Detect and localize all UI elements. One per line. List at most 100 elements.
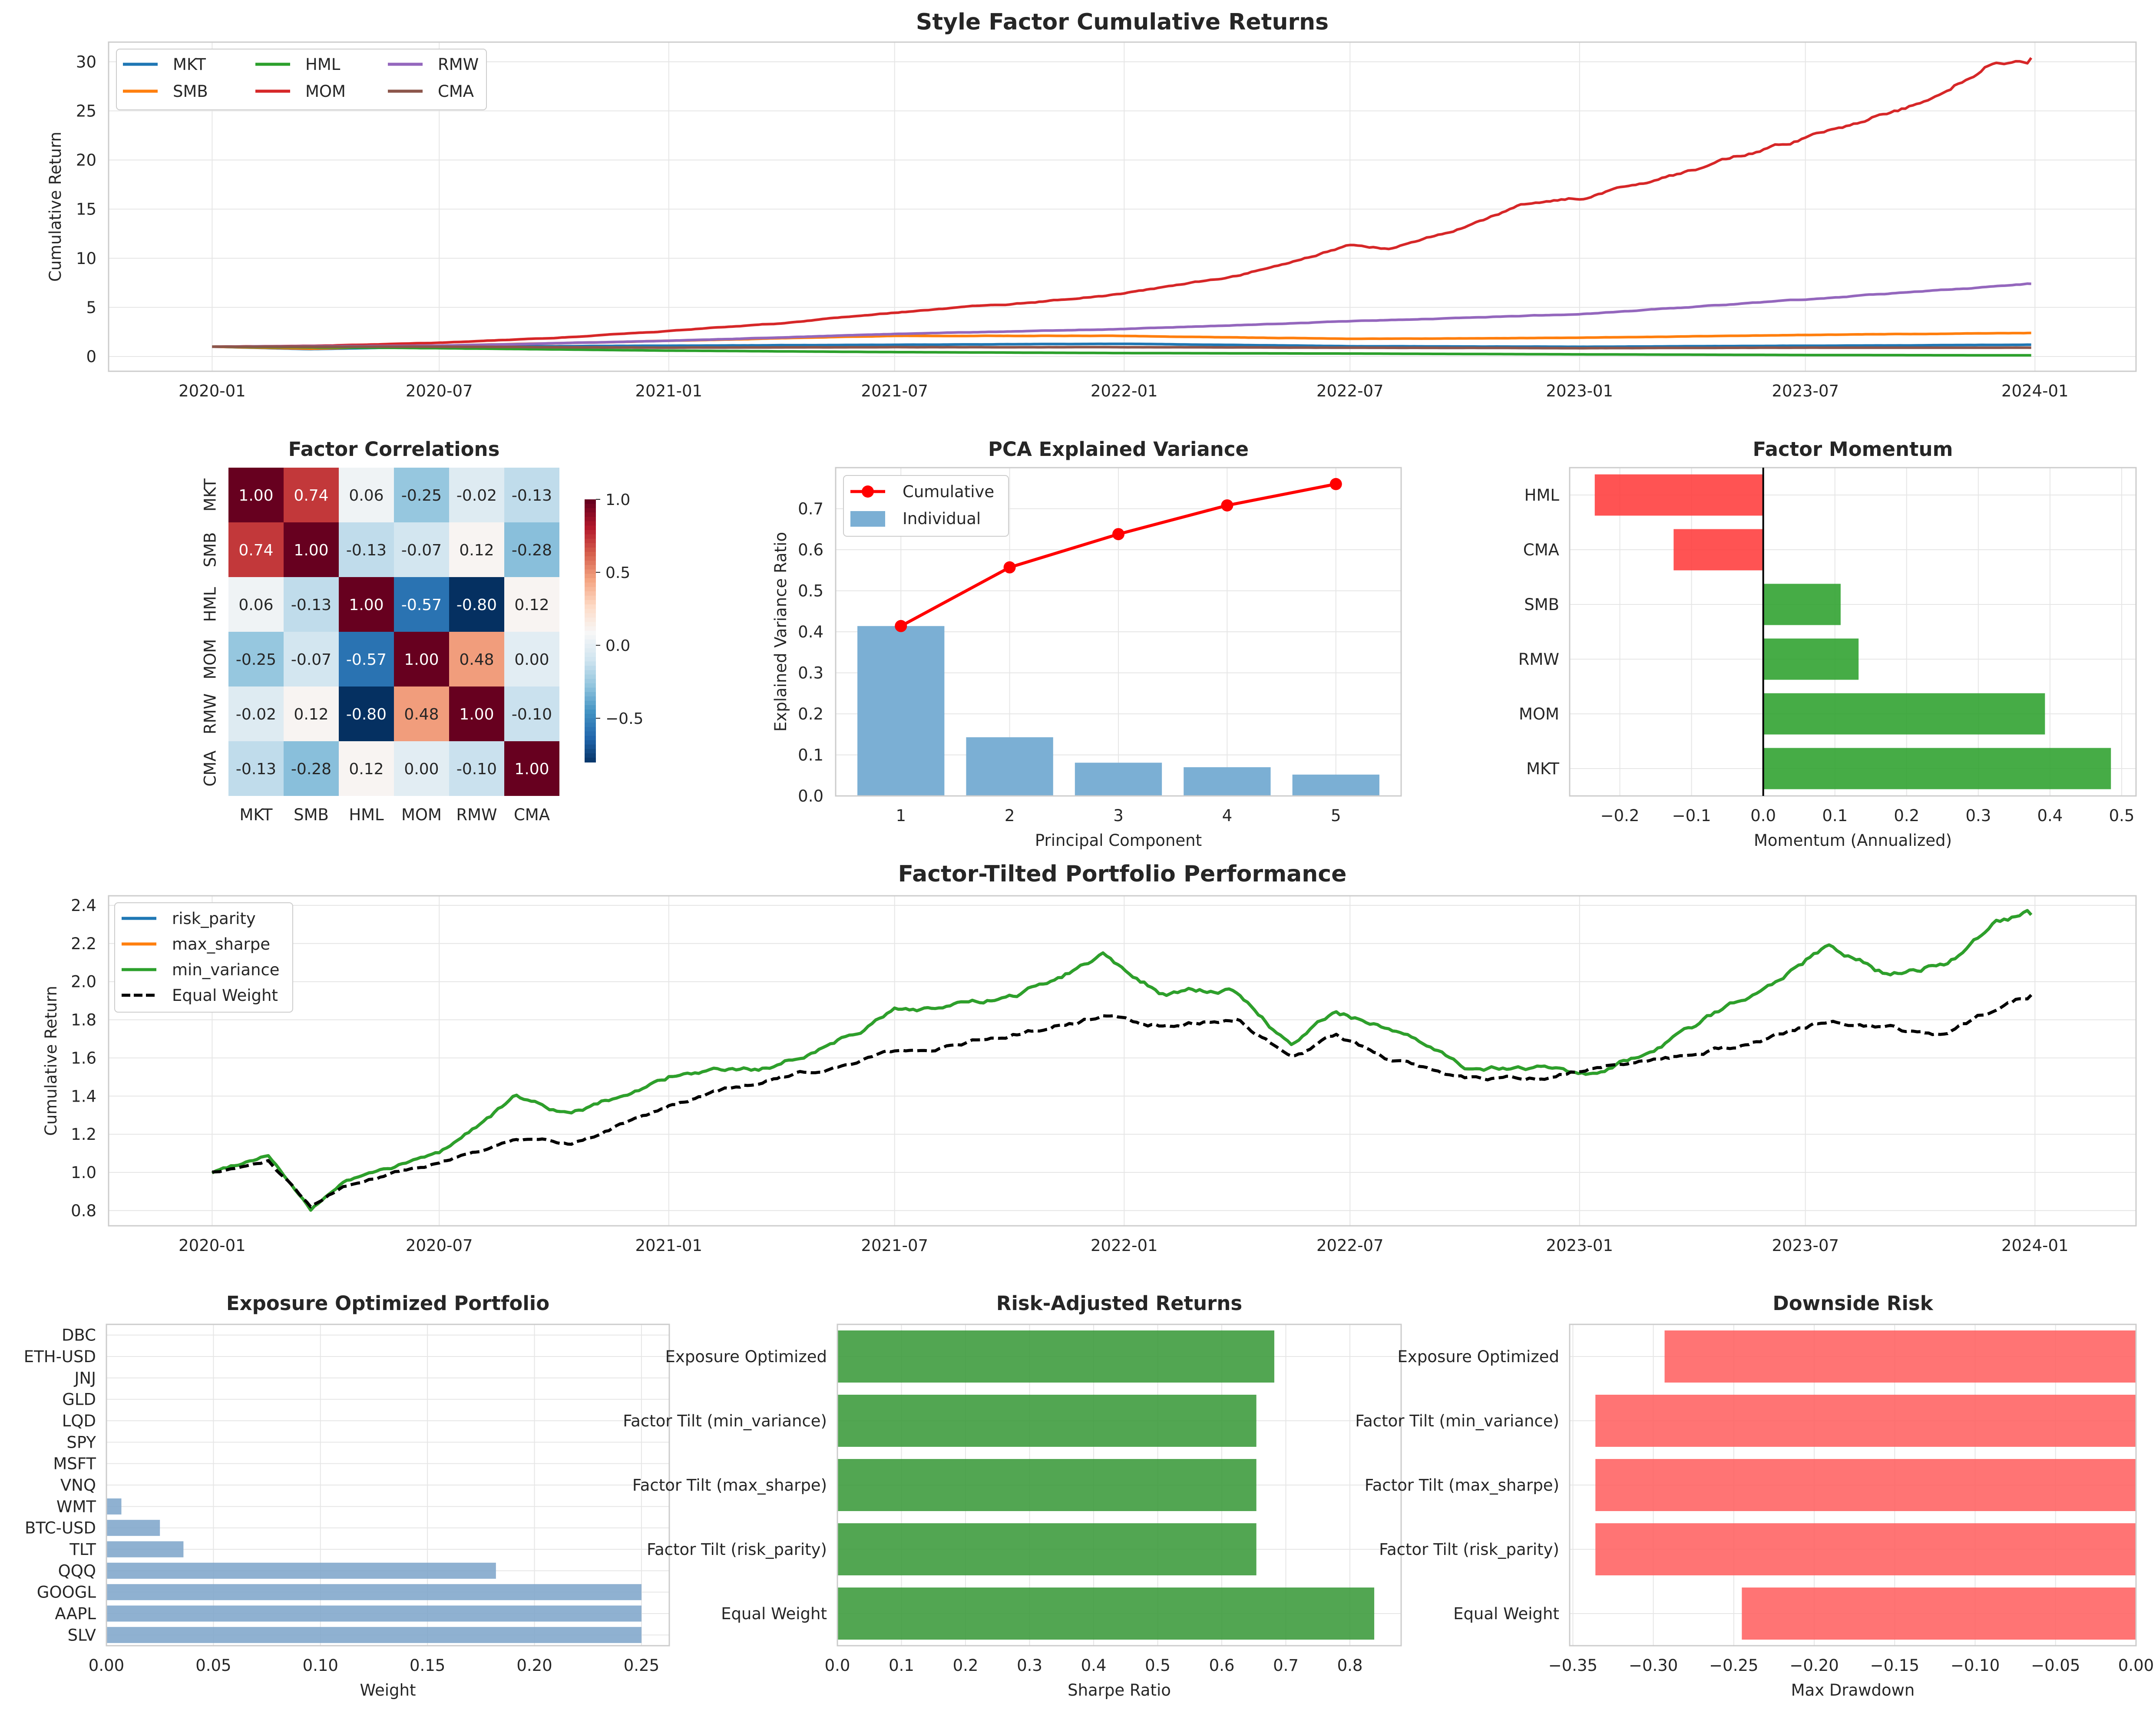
y-tick-label: HML [1524,486,1560,505]
y-tick-label: QQQ [58,1561,96,1580]
y-tick-label: 0.2 [798,705,823,723]
colorbar-segment [585,569,596,574]
pca-bar [1184,767,1271,796]
y-tick-label: Equal Weight [1453,1604,1559,1623]
x-tick-label: 2021-01 [635,1236,702,1255]
heatmap-cell [394,741,449,796]
colorbar-segment [585,604,596,610]
bar [106,1541,184,1558]
cell-label: -0.57 [346,651,387,669]
x-tick-label: 0.4 [2037,806,2063,825]
cell-label: -0.80 [346,706,387,723]
heatmap-cell [339,577,394,632]
colorbar-segment [585,508,596,513]
y-tick-label: CMA [201,750,220,786]
x-axis-label: Principal Component [1035,831,1202,850]
cell-label: 1.00 [238,487,273,505]
colorbar-segment [585,731,596,736]
colorbar-segment [585,574,596,579]
chart-title: Factor-Tilted Portfolio Performance [898,861,1347,887]
colorbar-segment [585,556,596,561]
cumulative-point [1329,478,1342,490]
x-tick-label: 2024-01 [2001,382,2069,400]
colorbar-segment [585,723,596,728]
legend-label: MKT [173,55,206,74]
colorbar-tick-label: −0.5 [605,710,643,728]
colorbar-segment [585,757,596,762]
bar [1763,638,1859,680]
colorbar-segment [585,657,596,662]
bar [106,1562,496,1579]
colorbar-segment [585,648,596,653]
x-tick-label: 2 [1005,806,1015,825]
colorbar-segment [585,609,596,614]
cell-label: 1.00 [349,596,384,614]
x-tick-label: 2022-01 [1091,1236,1158,1255]
x-tick-label: 0.6 [1209,1656,1235,1675]
colorbar-segment [585,749,596,754]
pca-bar [966,737,1053,796]
y-tick-label: WMT [56,1497,96,1516]
y-tick-label: BTC-USD [25,1519,96,1538]
x-tick-label: −0.10 [1951,1656,2000,1675]
legend-label: CMA [438,82,474,101]
colorbar-segment [585,613,596,618]
cell-label: 0.12 [349,760,384,778]
x-axis-label: Weight [360,1681,416,1700]
x-tick-label: RMW [456,805,497,824]
heatmap-cell [339,687,394,741]
cell-label: 0.12 [459,541,494,559]
y-tick-label: 2.0 [71,973,96,991]
x-tick-label: 0.05 [195,1656,231,1675]
y-tick-label: 0.5 [798,582,823,601]
heatmap-cell [228,741,284,796]
colorbar-segment [585,714,596,719]
heatmap-cell [504,741,559,796]
x-tick-label: 0.7 [1273,1656,1299,1675]
heatmap-cell [449,741,504,796]
legend-label: Equal Weight [172,986,278,1005]
y-tick-label: GOOGL [37,1583,96,1602]
cell-label: -0.13 [346,541,387,559]
heatmap-cell [449,632,504,687]
colorbar-segment [585,617,596,623]
colorbar-segment [585,661,596,667]
colorbar-segment [585,710,596,715]
y-tick-label: 0 [86,347,96,366]
legend-swatch [850,511,885,527]
colorbar-segment [585,652,596,657]
x-tick-label: −0.15 [1870,1656,1919,1675]
x-tick-label: 0.25 [624,1656,659,1675]
y-tick-label: HML [201,587,220,622]
bar [1594,474,1763,516]
y-tick-label: Factor Tilt (min_variance) [1355,1412,1559,1430]
heatmap-cell [284,468,339,522]
colorbar-tick-label: 1.0 [605,491,630,509]
heatmap-cell [284,522,339,577]
heatmap-cell [339,741,394,796]
colorbar-segment [585,561,596,566]
portfolio-axes [108,895,2137,1227]
cell-label: -0.07 [401,541,442,559]
x-tick-label: CMA [514,805,550,824]
heatmap-cell [284,577,339,632]
colorbar-segment [585,639,596,644]
legend-label: min_variance [172,960,280,979]
colorbar-segment [585,504,596,509]
cumulative-point [895,620,907,632]
x-tick-label: 0.10 [303,1656,338,1675]
axes-frame [1569,467,2137,797]
cell-label: -0.13 [236,760,276,778]
legend-label: MOM [305,82,346,101]
chart-title: Risk-Adjusted Returns [996,1292,1242,1315]
bar [106,1498,122,1515]
legend-label: RMW [438,55,479,74]
heatmap-cell [449,522,504,577]
x-tick-label: 0.0 [825,1656,850,1675]
colorbar-segment [585,744,596,749]
colorbar-tick-label: 0.0 [605,637,630,655]
colorbar-segment [585,696,596,701]
y-tick-label: RMW [1518,650,1559,669]
x-tick-label: 0.00 [2118,1656,2154,1675]
colorbar-segment [585,687,596,693]
